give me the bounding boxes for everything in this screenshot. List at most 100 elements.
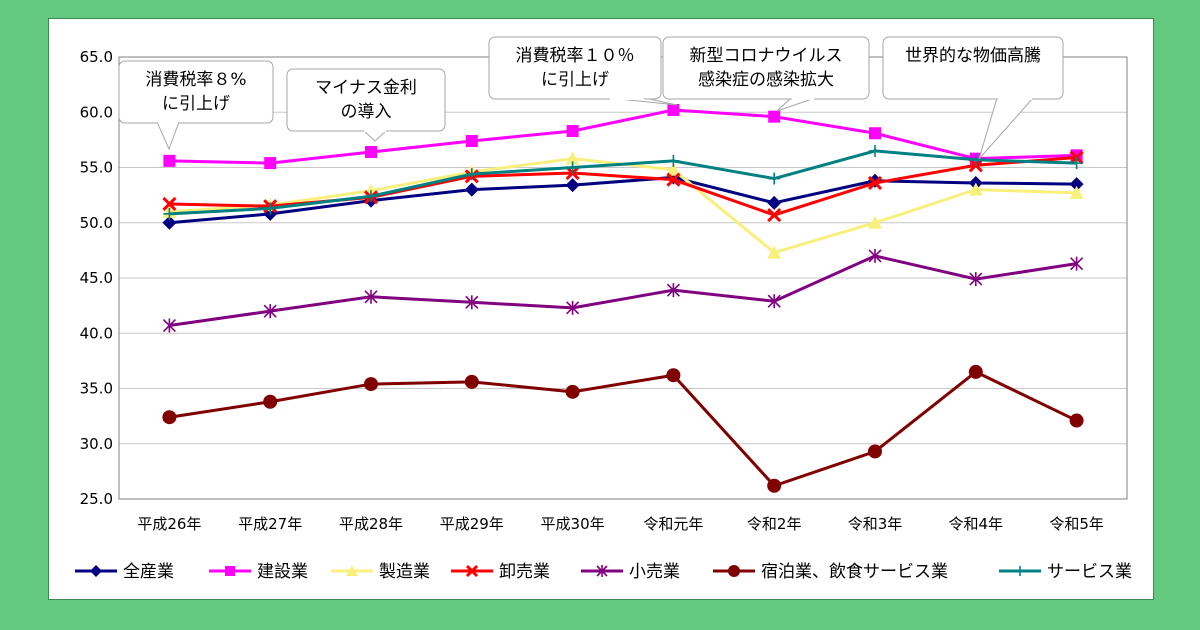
data-point [1069, 177, 1084, 192]
legend-label: 宿泊業、飲食サービス業 [761, 562, 948, 582]
data-point [364, 289, 378, 304]
chart-frame: 25.0 30.0 35.0 40.0 45.0 50.0 55.0 60.0 65.0 平成26… [48, 18, 1154, 600]
data-point [365, 190, 377, 203]
series-line [169, 156, 1077, 217]
data-point [666, 162, 681, 176]
legend-label: 卸売業 [499, 562, 550, 582]
data-point [566, 300, 580, 315]
data-point [465, 295, 479, 310]
data-point [868, 444, 882, 459]
annotation-text: 消費税率１０％ [516, 46, 635, 66]
series-line [169, 108, 1077, 165]
x-tick-label: 平成27年 [238, 515, 302, 533]
data-point [767, 294, 781, 309]
data-point [868, 248, 882, 263]
callout-tail [978, 97, 1035, 160]
x-tick-label: 令和4年 [949, 515, 1004, 533]
x-tick-label: 令和5年 [1049, 515, 1104, 533]
annotation-text: に引上げ [162, 94, 230, 114]
series-line [169, 149, 1077, 216]
data-point [264, 157, 277, 170]
series-7 [163, 144, 1083, 220]
annotation-text: 世界的な物価高騰 [905, 46, 1041, 66]
legend-marker [728, 565, 740, 577]
annotation-callout: 消費税率８% に引上げ [118, 60, 274, 151]
data-point [566, 125, 579, 138]
data-point [465, 134, 478, 147]
data-point [666, 172, 681, 187]
data-point [767, 207, 782, 223]
legend-marker [1015, 566, 1025, 576]
line-chart: 25.0 30.0 35.0 40.0 45.0 50.0 55.0 60.0 65.0 平成26… [75, 36, 1132, 582]
annotation-callout: 消費税率１０％ に引上げ [488, 36, 678, 106]
legend-marker [465, 564, 479, 578]
callout-box [118, 60, 274, 124]
legend-item: 卸売業 [451, 562, 550, 582]
legend-item: 建設業 [209, 562, 308, 582]
data-point [968, 364, 983, 379]
data-point [162, 318, 176, 333]
data-point [767, 245, 782, 259]
y-tick-label: 40.0 [80, 324, 113, 342]
data-point [263, 304, 277, 319]
y-tick-label: 55.0 [80, 159, 113, 177]
legend-marker [346, 565, 358, 576]
callout-tail [156, 121, 180, 151]
legend-item: 全産業 [75, 562, 174, 582]
x-tick-label: 平成28年 [339, 515, 403, 533]
x-tick-label: 令和2年 [747, 515, 802, 533]
data-point [565, 151, 580, 165]
data-point [767, 478, 782, 493]
legend-marker [90, 565, 102, 577]
data-point [1069, 185, 1084, 199]
data-point [162, 196, 177, 212]
data-point [162, 410, 177, 425]
data-point [364, 377, 378, 392]
annotation-text: の導入 [341, 102, 392, 122]
data-point [867, 175, 883, 191]
callout-box [662, 36, 870, 100]
annotation-text: 感染症の感染拡大 [698, 70, 834, 90]
series-6 [162, 364, 1084, 493]
data-point [1070, 157, 1083, 170]
legend-label: サービス業 [1047, 562, 1132, 582]
legend-item: サービス業 [999, 562, 1132, 582]
series-line [169, 175, 1077, 225]
data-point [768, 172, 781, 185]
x-tick-label: 平成29年 [440, 515, 504, 533]
series-5 [162, 248, 1084, 333]
series-line [169, 254, 1077, 328]
data-point [969, 272, 983, 287]
legend-marker [596, 565, 608, 577]
y-tick-label: 35.0 [80, 380, 113, 398]
callout-box [488, 36, 662, 100]
data-point [264, 202, 277, 215]
x-tick-label: 平成26年 [137, 515, 201, 533]
legend-label: 製造業 [379, 562, 430, 582]
data-point [667, 104, 680, 117]
data-point [464, 182, 479, 197]
x-tick-label: 平成30年 [541, 515, 605, 533]
callout-box [882, 36, 1064, 100]
legend-item: 製造業 [331, 562, 430, 582]
data-point [968, 182, 983, 196]
data-point [767, 195, 782, 210]
annotation-text: 新型コロナウイルス [690, 46, 843, 66]
y-tick-label: 30.0 [80, 435, 113, 453]
data-point [869, 127, 881, 140]
y-tick-label: 60.0 [80, 103, 113, 121]
annotation-text: 消費税率８% [145, 70, 246, 90]
data-point [464, 374, 479, 389]
y-tick-label: 45.0 [80, 269, 113, 287]
data-point [1069, 413, 1084, 428]
data-point [566, 161, 579, 174]
data-point [565, 384, 580, 399]
data-point [163, 207, 176, 220]
annotation-text: マイナス金利 [315, 78, 417, 98]
legend-label: 小売業 [629, 562, 680, 582]
legend-marker [225, 566, 235, 576]
data-point [263, 394, 278, 409]
